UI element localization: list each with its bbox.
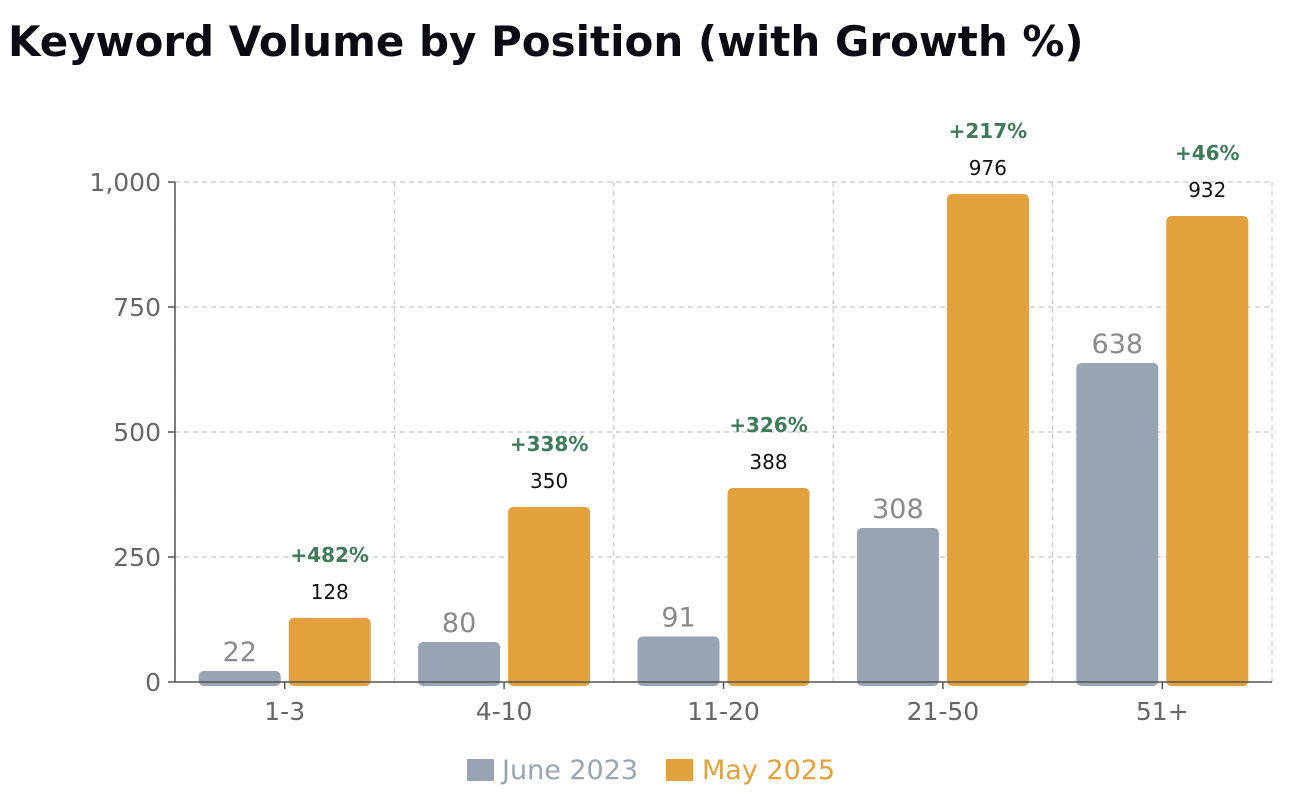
bar-may-2025	[508, 507, 591, 686]
bar-june-2023	[198, 671, 281, 686]
x-tick-label: 4-10	[476, 697, 533, 726]
bar-june-2023	[1076, 363, 1159, 686]
bar-june-2023	[856, 528, 939, 686]
legend[interactable]: June 2023 May 2025	[467, 755, 835, 786]
data-label-may-2025: 932	[1188, 178, 1226, 202]
bars-layer	[198, 194, 1249, 686]
x-tick-label: 1-3	[264, 697, 305, 726]
y-tick-label: 0	[145, 668, 161, 697]
labels-layer: 22 128 +482% 80 350 +338% 91 388 +326% 308 976 +217…	[223, 119, 1240, 668]
data-label-june-2023: 308	[872, 494, 924, 525]
data-label-june-2023: 80	[442, 608, 476, 639]
data-label-may-2025: 388	[749, 450, 787, 474]
y-tick-label: 1,000	[89, 168, 161, 197]
legend-label-june-2023[interactable]: June 2023	[500, 755, 638, 786]
bar-may-2025	[1166, 216, 1249, 686]
axis-layer: 0 250 500 750 1,000 1-3 4-10 11-20 21-50 51+	[89, 168, 1272, 726]
data-label-may-2025: 976	[969, 156, 1007, 180]
y-tick-label: 500	[113, 418, 161, 447]
growth-label: +338%	[510, 432, 589, 456]
growth-label: +46%	[1175, 141, 1240, 165]
legend-swatch-may-2025[interactable]	[666, 759, 693, 781]
data-label-june-2023: 22	[223, 637, 257, 668]
data-label-june-2023: 638	[1092, 329, 1144, 360]
legend-swatch-june-2023[interactable]	[467, 759, 494, 781]
data-label-june-2023: 91	[661, 603, 695, 634]
growth-label: +217%	[949, 119, 1028, 143]
growth-label: +326%	[729, 413, 808, 437]
growth-label: +482%	[290, 543, 369, 567]
data-label-may-2025: 128	[311, 580, 349, 604]
x-tick-label: 51+	[1136, 697, 1189, 726]
chart-title: Keyword Volume by Position (with Growth …	[8, 17, 1084, 66]
bar-june-2023	[418, 642, 501, 686]
bar-may-2025	[727, 488, 810, 686]
legend-label-may-2025[interactable]: May 2025	[702, 755, 835, 786]
y-tick-label: 750	[113, 293, 161, 322]
bar-may-2025	[288, 618, 371, 686]
bar-june-2023	[637, 636, 720, 686]
data-label-may-2025: 350	[530, 469, 568, 493]
x-tick-label: 11-20	[687, 697, 760, 726]
bar-may-2025	[946, 194, 1029, 686]
x-tick-label: 21-50	[907, 697, 980, 726]
y-tick-label: 250	[113, 543, 161, 572]
